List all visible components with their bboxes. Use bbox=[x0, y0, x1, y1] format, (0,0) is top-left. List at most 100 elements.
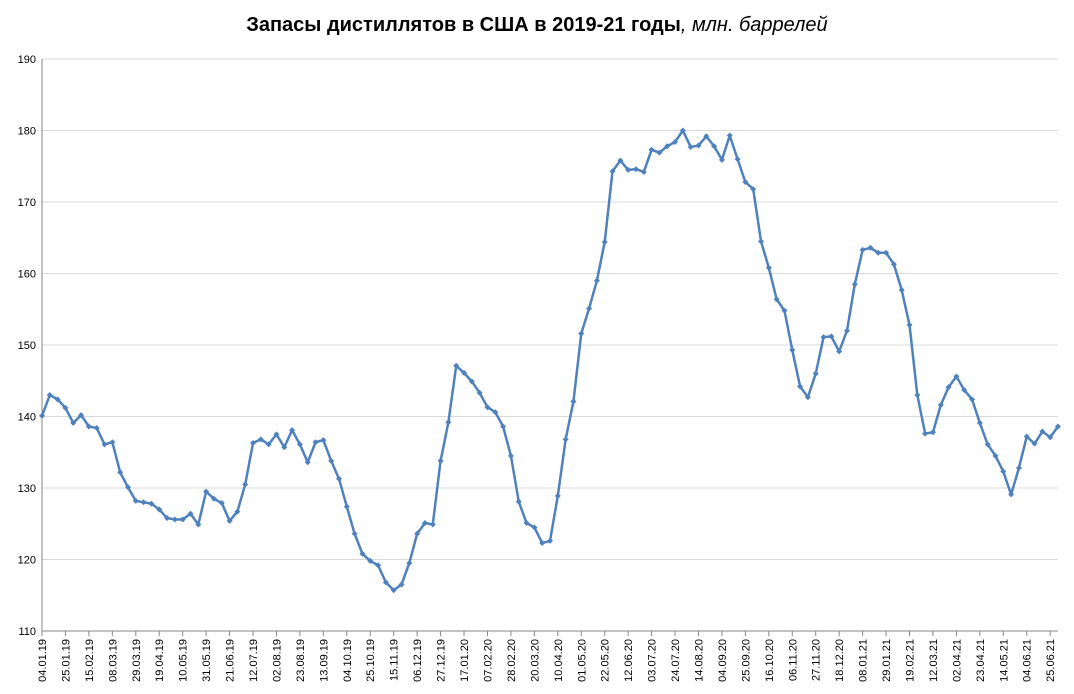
x-tick-label: 18.12.20 bbox=[834, 639, 846, 682]
data-point bbox=[929, 429, 936, 436]
x-tick-label: 29.03.19 bbox=[131, 639, 143, 682]
chart-title-unit: , млн. баррелей bbox=[680, 14, 828, 36]
x-tick-label: 23.04.21 bbox=[975, 639, 987, 682]
x-tick-label: 20.03.20 bbox=[529, 639, 541, 682]
data-point bbox=[421, 520, 428, 527]
data-point bbox=[1047, 434, 1054, 441]
data-point bbox=[132, 497, 139, 504]
x-tick-label: 23.08.19 bbox=[295, 639, 307, 682]
data-point bbox=[328, 457, 335, 464]
x-tick-label: 04.09.20 bbox=[717, 639, 729, 682]
x-tick-label: 28.02.20 bbox=[506, 639, 518, 682]
x-tick-label: 25.09.20 bbox=[740, 639, 752, 682]
data-point bbox=[961, 387, 968, 394]
x-tick-label: 22.05.20 bbox=[600, 639, 612, 682]
x-tick-label: 02.04.21 bbox=[951, 639, 963, 682]
x-tick-label: 31.05.19 bbox=[201, 639, 213, 682]
data-point bbox=[812, 370, 819, 377]
data-point bbox=[39, 412, 45, 419]
data-point bbox=[273, 431, 280, 438]
data-point bbox=[171, 516, 178, 523]
x-tick-label: 02.08.19 bbox=[271, 639, 283, 682]
data-point bbox=[234, 508, 241, 515]
data-point bbox=[898, 286, 905, 293]
data-point bbox=[992, 452, 999, 459]
data-point bbox=[648, 146, 655, 153]
data-point bbox=[382, 579, 389, 586]
data-point bbox=[476, 389, 483, 396]
x-tick-label: 16.10.20 bbox=[764, 639, 776, 682]
x-tick-label: 10.04.20 bbox=[553, 639, 565, 682]
x-tick-label: 12.06.20 bbox=[623, 639, 635, 682]
data-point bbox=[523, 520, 530, 527]
data-point bbox=[226, 517, 233, 524]
chart-title: Запасы дистиллятов в США в 2019-21 годы,… bbox=[0, 14, 1074, 37]
x-tick-label: 25.01.19 bbox=[60, 639, 72, 682]
data-point bbox=[1055, 423, 1061, 430]
x-tick-label: 04.06.21 bbox=[1022, 639, 1034, 682]
data-point bbox=[867, 244, 874, 251]
data-point bbox=[250, 439, 257, 446]
data-point bbox=[515, 498, 522, 505]
data-point bbox=[257, 436, 264, 443]
series-group bbox=[39, 127, 1061, 594]
data-point bbox=[461, 369, 468, 376]
data-point bbox=[851, 281, 858, 288]
x-tick-label: 29.01.21 bbox=[881, 639, 893, 682]
data-point bbox=[890, 261, 897, 268]
data-point bbox=[828, 333, 835, 340]
data-point bbox=[554, 492, 561, 499]
data-point bbox=[156, 506, 163, 513]
data-point bbox=[758, 238, 765, 245]
chart-title-main: Запасы дистиллятов в США в 2019-21 годы bbox=[246, 14, 681, 36]
data-point bbox=[281, 444, 288, 451]
x-tick-label: 01.05.20 bbox=[576, 639, 588, 682]
data-point bbox=[562, 436, 569, 443]
data-point bbox=[984, 441, 991, 448]
data-point bbox=[547, 537, 553, 544]
data-point bbox=[1023, 433, 1030, 440]
data-point bbox=[804, 394, 811, 401]
x-tick-label: 13.09.19 bbox=[318, 639, 330, 682]
data-point bbox=[656, 149, 663, 156]
data-point bbox=[765, 264, 772, 271]
data-point bbox=[437, 457, 444, 464]
data-point bbox=[625, 166, 632, 173]
data-point bbox=[109, 439, 116, 446]
data-point bbox=[883, 249, 890, 256]
data-point bbox=[945, 384, 952, 391]
data-point bbox=[953, 373, 960, 380]
x-tick-label: 19.04.19 bbox=[154, 639, 166, 682]
y-tick-label: 180 bbox=[18, 126, 36, 138]
data-point bbox=[124, 484, 131, 491]
y-tick-label: 140 bbox=[18, 412, 36, 424]
y-axis-ticks: 110 120 130 140 150 160 170 180 190 bbox=[18, 54, 36, 638]
y-tick-label: 170 bbox=[18, 197, 36, 209]
data-point bbox=[937, 402, 944, 409]
data-point bbox=[914, 392, 921, 399]
x-axis-ticks: 04.01.19 25.01.19 15.02.19 08.03.19 29.03.19… bbox=[37, 631, 1057, 682]
data-point bbox=[484, 404, 491, 411]
data-point bbox=[836, 348, 843, 355]
data-point bbox=[195, 521, 202, 528]
x-tick-label: 27.12.19 bbox=[436, 639, 448, 682]
data-point bbox=[414, 530, 421, 537]
data-point bbox=[875, 249, 882, 256]
y-tick-label: 190 bbox=[18, 54, 36, 66]
data-point bbox=[601, 239, 608, 246]
data-point bbox=[703, 133, 710, 140]
data-point bbox=[843, 327, 850, 334]
data-point bbox=[164, 515, 171, 522]
x-tick-label: 15.11.19 bbox=[389, 639, 401, 681]
data-point bbox=[101, 441, 108, 448]
data-point bbox=[406, 560, 413, 567]
data-point bbox=[695, 142, 702, 149]
x-tick-label: 04.01.19 bbox=[37, 639, 49, 682]
data-point bbox=[797, 383, 804, 390]
data-point bbox=[672, 138, 679, 145]
data-point bbox=[375, 562, 382, 569]
data-point bbox=[453, 362, 460, 369]
x-tick-label: 12.07.19 bbox=[248, 639, 260, 682]
gridlines bbox=[42, 58, 1058, 560]
